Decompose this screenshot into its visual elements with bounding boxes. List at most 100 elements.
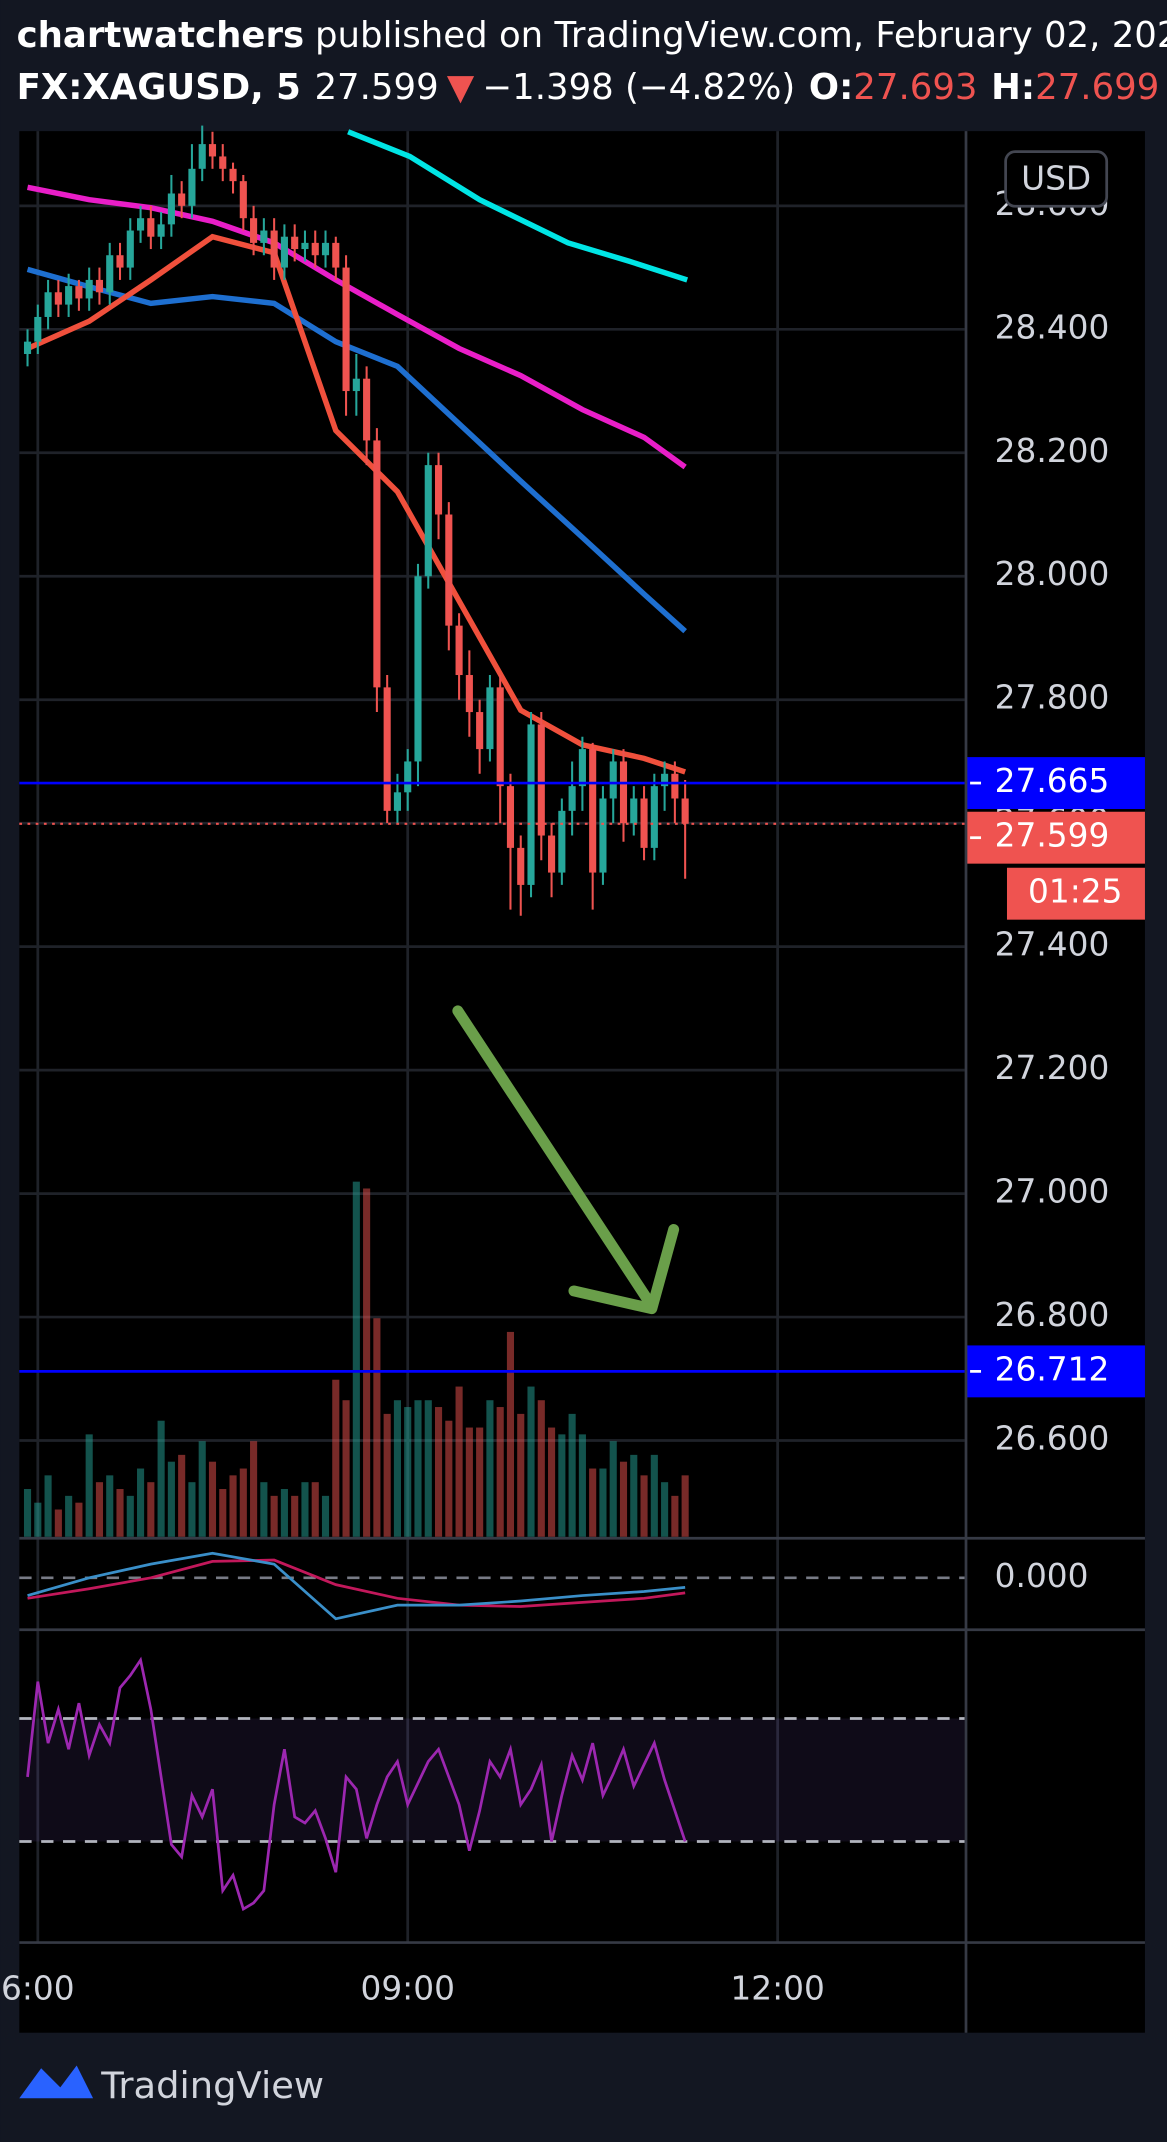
candle-body	[229, 168, 237, 182]
volume-bar	[599, 1468, 607, 1537]
volume-bar	[548, 1427, 556, 1537]
candle-body	[270, 230, 278, 268]
currency-box[interactable]	[1004, 150, 1109, 208]
candle-body	[95, 279, 104, 293]
volume-bar	[291, 1495, 299, 1537]
volume-bar	[589, 1468, 597, 1537]
candle-body	[342, 267, 350, 392]
y-tick-label: 26.800	[995, 1296, 1110, 1334]
candle-body	[393, 792, 401, 811]
volume-bar	[188, 1482, 196, 1537]
brand[interactable]: TradingView	[100, 2064, 324, 2107]
candle-body	[373, 440, 381, 688]
volume-bar	[517, 1413, 525, 1537]
candle-body	[558, 810, 566, 873]
volume-bar	[558, 1434, 566, 1537]
volume-bar	[116, 1489, 124, 1537]
candle-body	[352, 378, 360, 392]
candle-body	[126, 230, 134, 268]
y-tick-label: 27.800	[995, 679, 1110, 717]
candle-body	[599, 798, 607, 873]
volume-bar	[578, 1434, 586, 1537]
volume-bar	[496, 1407, 504, 1537]
volume-bar	[414, 1400, 422, 1537]
candle-body	[578, 749, 586, 787]
candle-body	[506, 786, 515, 848]
countdown: 01:25	[1028, 873, 1122, 911]
volume-bar	[476, 1427, 484, 1537]
x-tick-label: 09:00	[360, 1969, 454, 2007]
candle-body	[291, 236, 299, 250]
candle-body	[383, 687, 391, 811]
candle-body	[34, 316, 42, 342]
volume-bar	[537, 1400, 545, 1537]
candle-body	[424, 465, 432, 577]
currency-button[interactable]: USD	[1004, 150, 1109, 208]
candle-body	[321, 242, 330, 256]
candle-body	[219, 156, 227, 169]
volume-bar	[250, 1441, 258, 1537]
volume-bar	[671, 1495, 679, 1537]
candle-body	[188, 168, 196, 206]
volume-bar	[106, 1475, 114, 1537]
pane-separators	[19, 131, 1145, 2033]
volume-bar	[147, 1482, 155, 1537]
volume-bar	[219, 1489, 227, 1537]
volume-bar	[630, 1454, 638, 1537]
currency[interactable]: USD	[1021, 159, 1091, 197]
volume-bar	[198, 1441, 206, 1537]
candle-body	[455, 625, 463, 676]
y-tick-label: 27.200	[995, 1049, 1110, 1087]
candle-body	[404, 761, 412, 793]
volume-bar	[75, 1502, 83, 1537]
logo-icon[interactable]	[19, 2065, 94, 2099]
volume-bar	[208, 1461, 217, 1537]
volume-bar	[486, 1400, 494, 1537]
volume-bar	[373, 1318, 381, 1537]
volume-bar	[506, 1331, 515, 1537]
last-price-box	[966, 811, 1145, 864]
trend-arrow	[452, 1005, 680, 1315]
candle-body	[157, 224, 165, 237]
candle-body	[198, 144, 206, 169]
candle-body	[363, 378, 371, 441]
candle-body	[85, 279, 93, 299]
candle-body	[106, 255, 114, 293]
candle-body	[65, 286, 73, 305]
candle-body	[630, 798, 638, 824]
quote-key: O:	[809, 67, 853, 108]
candle-body	[681, 798, 689, 824]
logo[interactable]: TradingView	[19, 2064, 324, 2107]
quote-value: 27.699	[1035, 67, 1159, 108]
y-tick-label: 28.400	[995, 308, 1110, 346]
volume-bar	[44, 1475, 52, 1537]
x-tick-label: 12:00	[730, 1969, 824, 2007]
price-label: 26.712	[995, 1350, 1110, 1388]
quote-value: 27.693	[853, 67, 977, 108]
candle-body	[414, 576, 422, 762]
candle-body	[661, 773, 669, 787]
volume-bar	[178, 1454, 186, 1537]
candle-body	[537, 724, 545, 836]
volume-bar	[681, 1475, 689, 1537]
volume-bar	[167, 1461, 175, 1537]
published: published on TradingView.com, February 0…	[315, 15, 1167, 56]
author: chartwatchers	[17, 15, 305, 56]
candle-body	[54, 292, 62, 305]
candle-body	[75, 286, 83, 299]
candle-body	[609, 761, 617, 799]
candle-body	[619, 761, 628, 824]
last-price-label: 27.599	[995, 817, 1110, 855]
candle-body	[116, 255, 124, 268]
candle-body	[445, 514, 453, 626]
arrow-shaft	[452, 1005, 658, 1312]
candle-body	[260, 230, 268, 243]
candle-body	[527, 724, 535, 885]
volume-bar	[137, 1468, 145, 1537]
candle-body	[280, 236, 288, 268]
candle-body	[167, 193, 175, 225]
candle-body	[178, 193, 186, 206]
volume-bar	[455, 1386, 463, 1537]
volume-bar	[383, 1413, 391, 1537]
